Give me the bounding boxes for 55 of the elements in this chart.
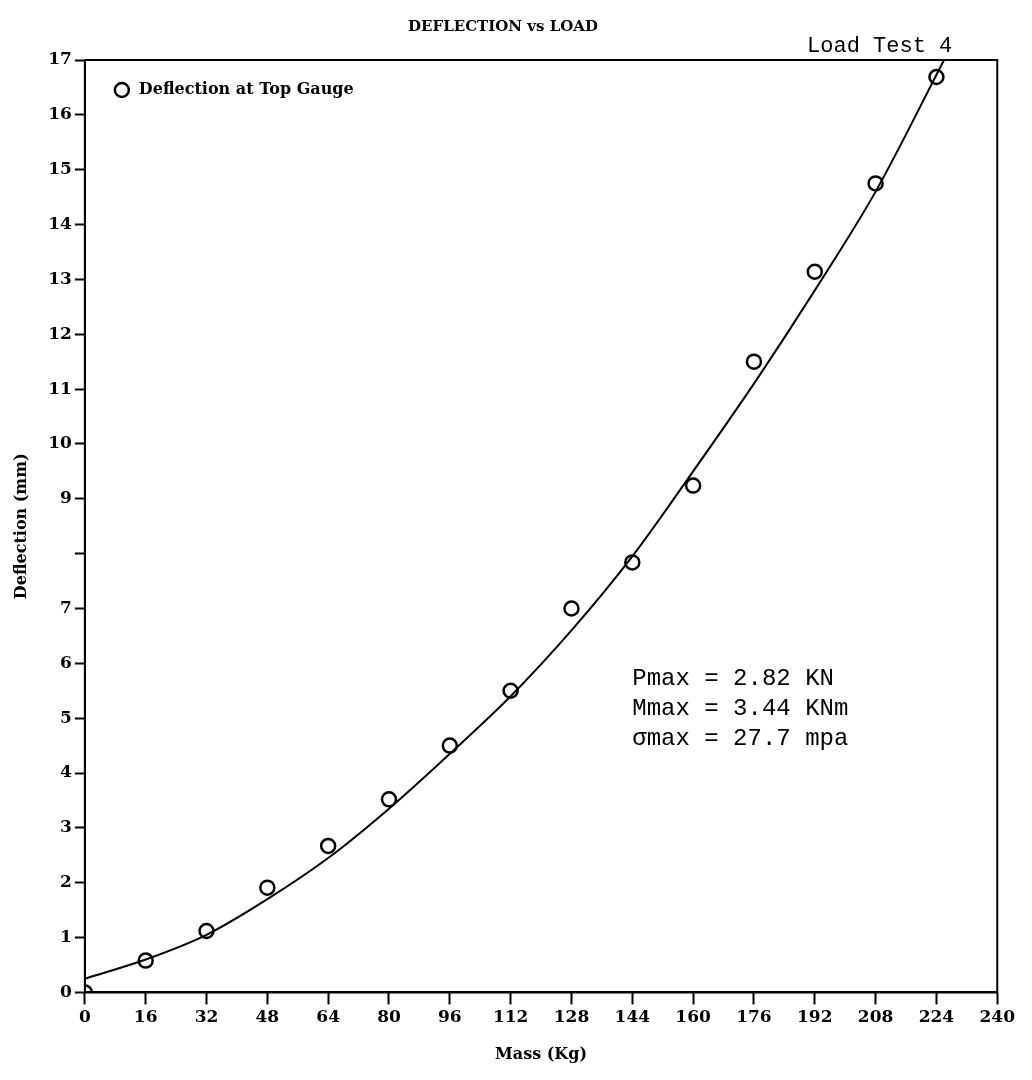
x-tick-label: 160 [675,1006,712,1027]
y-tick-label: 13 [48,267,72,288]
y-tick-label: 1 [60,925,72,946]
point [563,600,580,617]
point [319,837,337,855]
y-tick-label: 6 [60,651,72,672]
x-tick-label: 208 [857,1006,894,1027]
y-tick-label: 10 [48,432,73,453]
point [745,353,763,370]
annotation: Mmax = 3.44 KNm [632,694,849,722]
x-tick-label: 80 [377,1006,401,1027]
y-tick-label: 16 [48,103,72,124]
y-tick-label: 11 [48,377,72,398]
y-axis-title: Deflection (mm) [10,453,30,600]
y-tick-label: 0 [60,980,73,1001]
annotation: σmax = 27.7 mpa [632,724,849,752]
point [684,477,702,494]
point [867,175,884,192]
point [928,68,945,86]
x-tick-label: 48 [255,1006,280,1027]
point [380,791,398,808]
y-tick-label: 4 [60,761,73,782]
annotation: Pmax = 2.82 KN [632,664,834,692]
x-tick-label: 240 [979,1006,1016,1027]
y-tick-label: 14 [48,212,73,233]
x-tick-label: 32 [194,1006,219,1027]
x-tick-label: 96 [437,1006,462,1027]
point [259,879,276,896]
x-tick-label: 224 [918,1006,955,1027]
x-tick-label: 176 [736,1006,772,1027]
point [806,263,824,280]
x-tick-label: 0 [78,1006,91,1027]
y-tick-label: 9 [60,487,72,508]
x-axis-title: Mass (Kg) [495,1043,588,1063]
point [198,922,215,940]
y-tick-label: 17 [48,48,72,69]
x-tick-label: 112 [492,1006,529,1027]
y-tick-label: 12 [48,322,72,343]
x-tick-label: 192 [797,1006,833,1027]
point [502,682,519,699]
y-tick-label: 5 [60,706,72,727]
point [624,554,641,571]
point [137,952,154,969]
y-tick-label: 7 [60,596,72,617]
x-tick-label: 144 [614,1006,651,1027]
y-tick-label: 3 [60,816,72,837]
legend-label: Deflection at Top Gauge [138,79,354,99]
chart-title: DEFLECTION vs LOAD [408,16,598,35]
x-tick-label: 64 [316,1006,341,1027]
x-tick-label: 128 [553,1006,590,1027]
text: Load Test 4 [807,34,953,59]
x-tick-label: 16 [133,1006,158,1027]
point [441,737,459,754]
y-tick-label: 2 [60,871,72,892]
y-tick-label: 15 [48,158,72,179]
